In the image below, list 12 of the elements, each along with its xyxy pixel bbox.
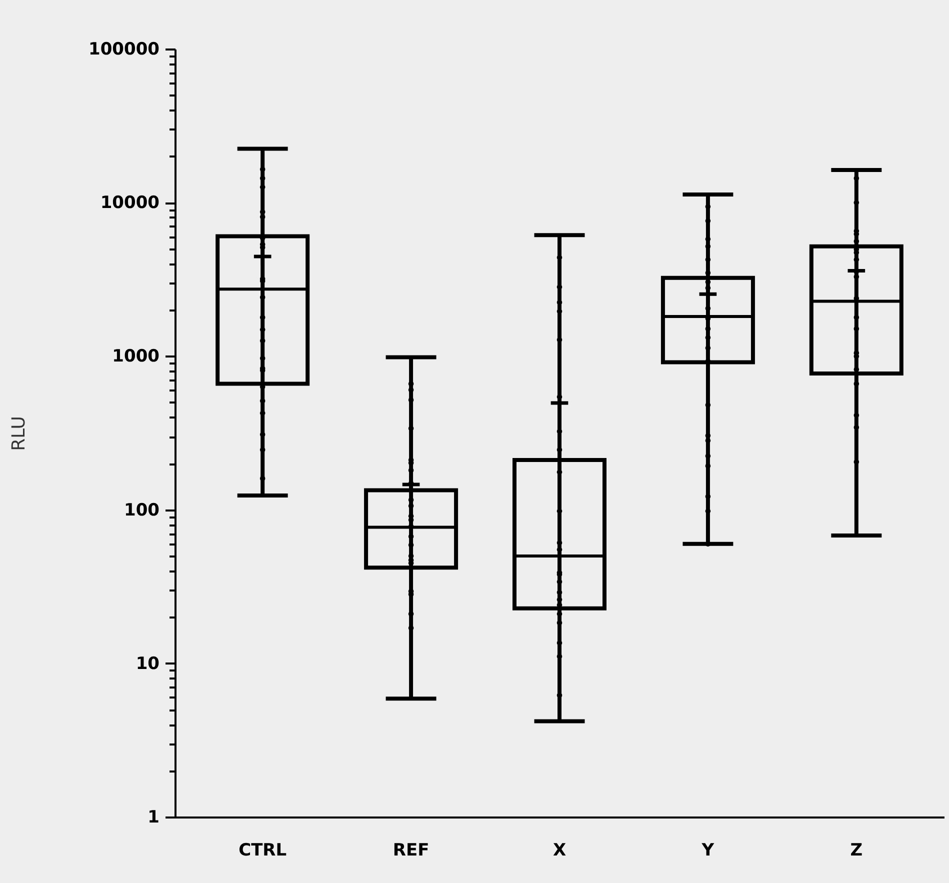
y-axis-title: RLU bbox=[8, 416, 30, 451]
y-tick-label: 100 bbox=[124, 500, 160, 520]
x-tick-label: Y bbox=[700, 840, 715, 860]
y-tick-label: 10000 bbox=[100, 193, 160, 214]
x-tick-label: REF bbox=[392, 840, 430, 860]
y-tick-label: 100000 bbox=[88, 40, 160, 60]
x-tick-label: CTRL bbox=[238, 840, 287, 860]
x-tick-label: Z bbox=[850, 840, 863, 860]
y-tick-label: 10 bbox=[136, 654, 160, 674]
y-tick-label: 1 bbox=[148, 808, 160, 828]
y-tick-label: 1000 bbox=[112, 346, 160, 367]
x-tick-label: X bbox=[552, 840, 566, 860]
